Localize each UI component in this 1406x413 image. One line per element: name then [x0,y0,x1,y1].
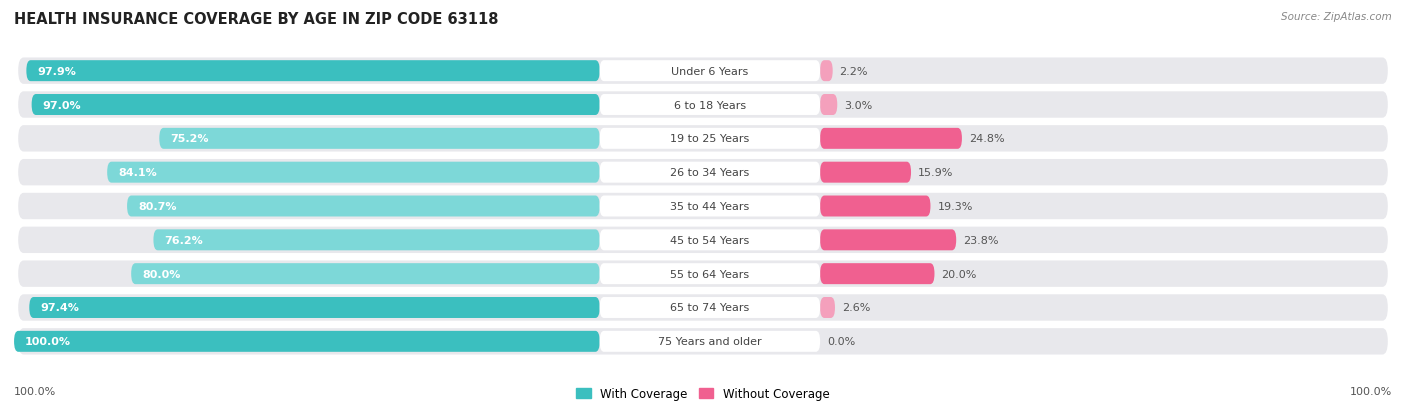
Text: 35 to 44 Years: 35 to 44 Years [671,202,749,211]
FancyBboxPatch shape [820,263,935,285]
FancyBboxPatch shape [820,196,931,217]
Text: 80.0%: 80.0% [142,269,180,279]
Text: 0.0%: 0.0% [827,337,855,347]
FancyBboxPatch shape [599,162,820,183]
FancyBboxPatch shape [599,196,820,217]
FancyBboxPatch shape [18,227,1388,254]
FancyBboxPatch shape [599,263,820,285]
Text: 15.9%: 15.9% [918,168,953,178]
Text: 84.1%: 84.1% [118,168,157,178]
Text: 75.2%: 75.2% [170,134,209,144]
FancyBboxPatch shape [599,297,820,318]
Text: Under 6 Years: Under 6 Years [671,66,748,76]
Text: 19 to 25 Years: 19 to 25 Years [671,134,749,144]
Text: HEALTH INSURANCE COVERAGE BY AGE IN ZIP CODE 63118: HEALTH INSURANCE COVERAGE BY AGE IN ZIP … [14,12,499,27]
FancyBboxPatch shape [599,331,820,352]
FancyBboxPatch shape [31,95,599,116]
FancyBboxPatch shape [820,128,962,150]
Legend: With Coverage, Without Coverage: With Coverage, Without Coverage [572,382,834,405]
Text: 55 to 64 Years: 55 to 64 Years [671,269,749,279]
Text: 20.0%: 20.0% [942,269,977,279]
Text: 19.3%: 19.3% [938,202,973,211]
FancyBboxPatch shape [18,193,1388,220]
Text: 65 to 74 Years: 65 to 74 Years [671,303,749,313]
Text: 6 to 18 Years: 6 to 18 Years [673,100,747,110]
Text: 80.7%: 80.7% [138,202,177,211]
Text: 24.8%: 24.8% [969,134,1004,144]
Text: 100.0%: 100.0% [14,387,56,396]
FancyBboxPatch shape [599,61,820,82]
Text: 97.9%: 97.9% [38,66,76,76]
Text: 97.4%: 97.4% [41,303,79,313]
Text: 3.0%: 3.0% [844,100,872,110]
Text: 100.0%: 100.0% [1350,387,1392,396]
Text: 76.2%: 76.2% [165,235,204,245]
FancyBboxPatch shape [820,61,832,82]
Text: 45 to 54 Years: 45 to 54 Years [671,235,749,245]
FancyBboxPatch shape [599,230,820,251]
Text: 75 Years and older: 75 Years and older [658,337,762,347]
FancyBboxPatch shape [153,230,599,251]
Text: 100.0%: 100.0% [25,337,72,347]
FancyBboxPatch shape [18,159,1388,186]
FancyBboxPatch shape [14,331,599,352]
FancyBboxPatch shape [820,95,838,116]
FancyBboxPatch shape [107,162,599,183]
FancyBboxPatch shape [30,297,599,318]
FancyBboxPatch shape [131,263,599,285]
FancyBboxPatch shape [599,128,820,150]
Text: Source: ZipAtlas.com: Source: ZipAtlas.com [1281,12,1392,22]
FancyBboxPatch shape [18,92,1388,119]
Text: 2.2%: 2.2% [839,66,868,76]
FancyBboxPatch shape [18,58,1388,85]
FancyBboxPatch shape [159,128,599,150]
FancyBboxPatch shape [820,297,835,318]
Text: 2.6%: 2.6% [842,303,870,313]
Text: 23.8%: 23.8% [963,235,998,245]
FancyBboxPatch shape [27,61,599,82]
FancyBboxPatch shape [820,162,911,183]
FancyBboxPatch shape [127,196,599,217]
FancyBboxPatch shape [18,294,1388,321]
Text: 26 to 34 Years: 26 to 34 Years [671,168,749,178]
FancyBboxPatch shape [18,328,1388,355]
FancyBboxPatch shape [18,261,1388,287]
FancyBboxPatch shape [18,126,1388,152]
Text: 97.0%: 97.0% [42,100,82,110]
FancyBboxPatch shape [599,95,820,116]
FancyBboxPatch shape [820,230,956,251]
